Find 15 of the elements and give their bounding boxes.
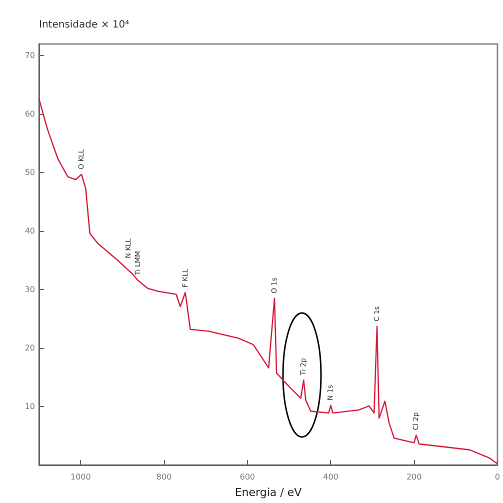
x-axis-title: Energia / eV	[234, 486, 302, 499]
x-tick-label: 600	[240, 472, 256, 482]
y-tick-label: 10	[24, 402, 35, 412]
y-tick-label: 50	[24, 168, 35, 178]
x-tick-label: 800	[156, 472, 172, 482]
x-tick-label: 1000	[70, 472, 91, 482]
x-tick-label: 0	[494, 472, 500, 482]
y-axis-title: Intensidade × 10⁴	[39, 20, 130, 30]
y-tick-label: 20	[24, 344, 35, 353]
y-tick-label: 60	[24, 110, 35, 119]
y-tick-label: 30	[24, 285, 35, 294]
x-tick-label: 200	[406, 472, 422, 482]
y-tick-label: 40	[24, 226, 35, 236]
x-tick-label: 400	[323, 472, 338, 482]
y-tick-label: 70	[24, 51, 35, 60]
